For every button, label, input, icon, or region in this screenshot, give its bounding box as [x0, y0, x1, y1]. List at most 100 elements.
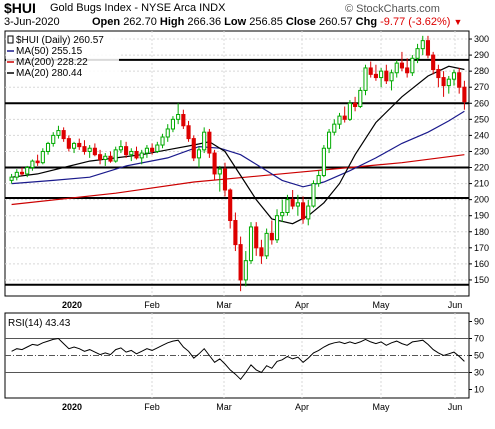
candle-body [394, 62, 399, 74]
price-tick-label: 210 [474, 179, 489, 189]
rsi-line [11, 337, 465, 381]
candle-body [30, 160, 35, 169]
ma200-line [11, 154, 465, 206]
candle-body [373, 73, 378, 79]
rsi-tick-label: 50 [474, 351, 484, 361]
price-month-label: Jun [448, 300, 463, 310]
candle-body [290, 199, 295, 207]
rsi-tick-label: 70 [474, 334, 484, 344]
rsi-month-label: May [372, 402, 390, 412]
candle-body [358, 89, 363, 107]
price-tick-label: 190 [474, 211, 489, 221]
price-tick-label: 230 [474, 146, 489, 156]
rsi-month-label: Feb [144, 402, 160, 412]
candle-body [150, 147, 155, 152]
candle-body [431, 54, 436, 71]
candle-body [238, 244, 243, 281]
price-tick-label: 260 [474, 98, 489, 108]
candle-body [202, 131, 207, 151]
candle-body [306, 205, 311, 220]
high-value: 266.36 [187, 16, 222, 28]
candle-body [87, 147, 92, 152]
candle-body [248, 226, 254, 262]
candle-body [274, 215, 280, 241]
candle-body [311, 183, 316, 207]
candle-body [19, 171, 25, 175]
candle-body [410, 57, 415, 74]
rsi-panel: 10 30 50 70 90 RSI(14) 43.43 2020 Feb Mar Apr May J… [4, 312, 484, 412]
candle-body [300, 202, 306, 220]
candle-body [363, 67, 368, 91]
candle-body [384, 70, 389, 82]
candle-body [295, 202, 300, 207]
price-tick-label: 270 [474, 82, 489, 92]
candle-body [446, 78, 451, 87]
candle-body [61, 130, 66, 140]
candle-body [321, 147, 326, 177]
candle-body [14, 171, 19, 178]
candle-body [82, 146, 87, 152]
ohlc-summary: Open 262.70 High 266.36 Low 256.85 Close… [92, 16, 462, 28]
candle-body [118, 146, 123, 151]
rsi-tick-label: 90 [474, 317, 484, 327]
price-tick-label: 220 [474, 163, 489, 173]
candle-body [399, 62, 405, 69]
price-tick-label: 160 [474, 259, 489, 269]
candle-body [196, 149, 202, 159]
candle-body [389, 72, 394, 82]
legend-ma20: MA(20) 280.44 [16, 68, 83, 79]
price-tick-label: 300 [474, 34, 489, 44]
rsi-month-label: Apr [295, 402, 309, 412]
price-tick-label: 250 [474, 114, 489, 124]
candle-body [254, 226, 259, 249]
candle-body [25, 167, 30, 175]
price-tick-label: 200 [474, 195, 489, 205]
close-label: Close [285, 16, 316, 28]
candle-body [316, 175, 321, 185]
rsi-tick-label: 10 [474, 385, 484, 395]
candle-body [451, 72, 457, 80]
candle-body [436, 69, 441, 79]
price-tick-label: 290 [474, 50, 489, 60]
candle-body [264, 232, 269, 257]
candle-body [9, 176, 14, 181]
price-panel: 150 160 170 180 190 200 210 220 230 240 250 260 270 2… [4, 30, 489, 310]
candle-body [222, 168, 228, 191]
candle-body [415, 48, 420, 59]
candle-body [332, 123, 337, 133]
candle-body [327, 131, 332, 149]
ma50-line [11, 110, 465, 188]
candle-body [441, 77, 446, 87]
candle-body [124, 146, 129, 156]
chart-security-name: Gold Bugs Index - NYSE Arca INDX [50, 2, 226, 14]
candle-body [139, 152, 144, 159]
candle-body [457, 72, 462, 88]
rsi-month-label: Mar [216, 402, 232, 412]
price-month-label: 2020 [62, 300, 82, 310]
candle-body [98, 154, 103, 160]
price-tick-label: 280 [474, 66, 489, 76]
candle-body [425, 40, 431, 56]
candle-body [144, 147, 149, 154]
rsi-tick-label: 30 [474, 368, 484, 378]
candle-body [337, 115, 342, 125]
price-month-label: Mar [216, 300, 232, 310]
chg-label: Chg [355, 16, 378, 28]
candle-body [170, 118, 176, 130]
rsi-month-label: Jun [448, 402, 463, 412]
candle-body [45, 142, 51, 152]
price-tick-label: 240 [474, 130, 489, 140]
candle-body [379, 70, 384, 79]
close-value: 260.57 [318, 16, 353, 28]
candle-body [103, 155, 108, 160]
legend-price: $HUI (Daily) 260.57 [16, 35, 104, 46]
candle-body [269, 232, 274, 241]
candle-body [92, 147, 97, 156]
down-arrow-icon: ▼ [453, 17, 463, 27]
candle-body [160, 136, 165, 146]
candle-body [113, 149, 118, 162]
candle-body [35, 160, 40, 164]
candle-body [368, 67, 373, 75]
candle-body [71, 142, 77, 149]
price-tick-label: 180 [474, 227, 489, 237]
